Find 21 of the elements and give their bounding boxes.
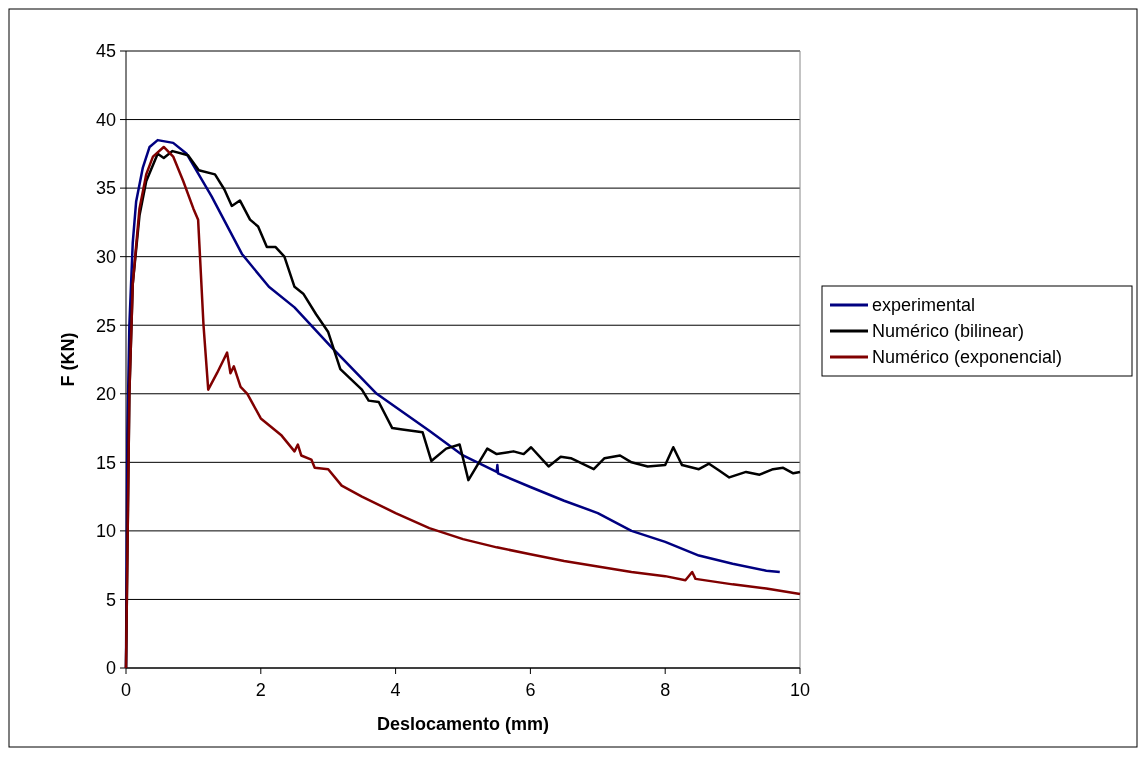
x-tick-label: 2 xyxy=(255,680,266,700)
x-axis-title: Deslocamento (mm) xyxy=(376,714,550,734)
y-axis-title: F (KN) xyxy=(58,332,78,387)
y-tick-label: 25 xyxy=(95,315,116,336)
y-tick-label: 35 xyxy=(95,178,116,199)
x-tick-label: 10 xyxy=(789,680,811,700)
legend-label: Numérico (exponencial) xyxy=(872,347,1063,368)
x-tick-label: 8 xyxy=(660,680,671,700)
y-tick-label: 45 xyxy=(95,41,116,62)
legend-label: experimental xyxy=(872,295,976,316)
y-tick-label: 0 xyxy=(105,658,116,679)
y-tick-label: 15 xyxy=(95,452,116,473)
x-tick-label: 6 xyxy=(525,680,536,700)
x-tick-label: 0 xyxy=(120,680,132,700)
y-tick-label: 5 xyxy=(105,589,116,610)
legend-label: Numérico (bilinear) xyxy=(872,321,1025,342)
y-tick-label: 30 xyxy=(95,246,116,267)
y-tick-label: 40 xyxy=(95,109,116,130)
x-tick-label: 4 xyxy=(390,680,401,700)
y-tick-label: 10 xyxy=(95,521,116,542)
y-tick-label: 20 xyxy=(95,384,116,405)
